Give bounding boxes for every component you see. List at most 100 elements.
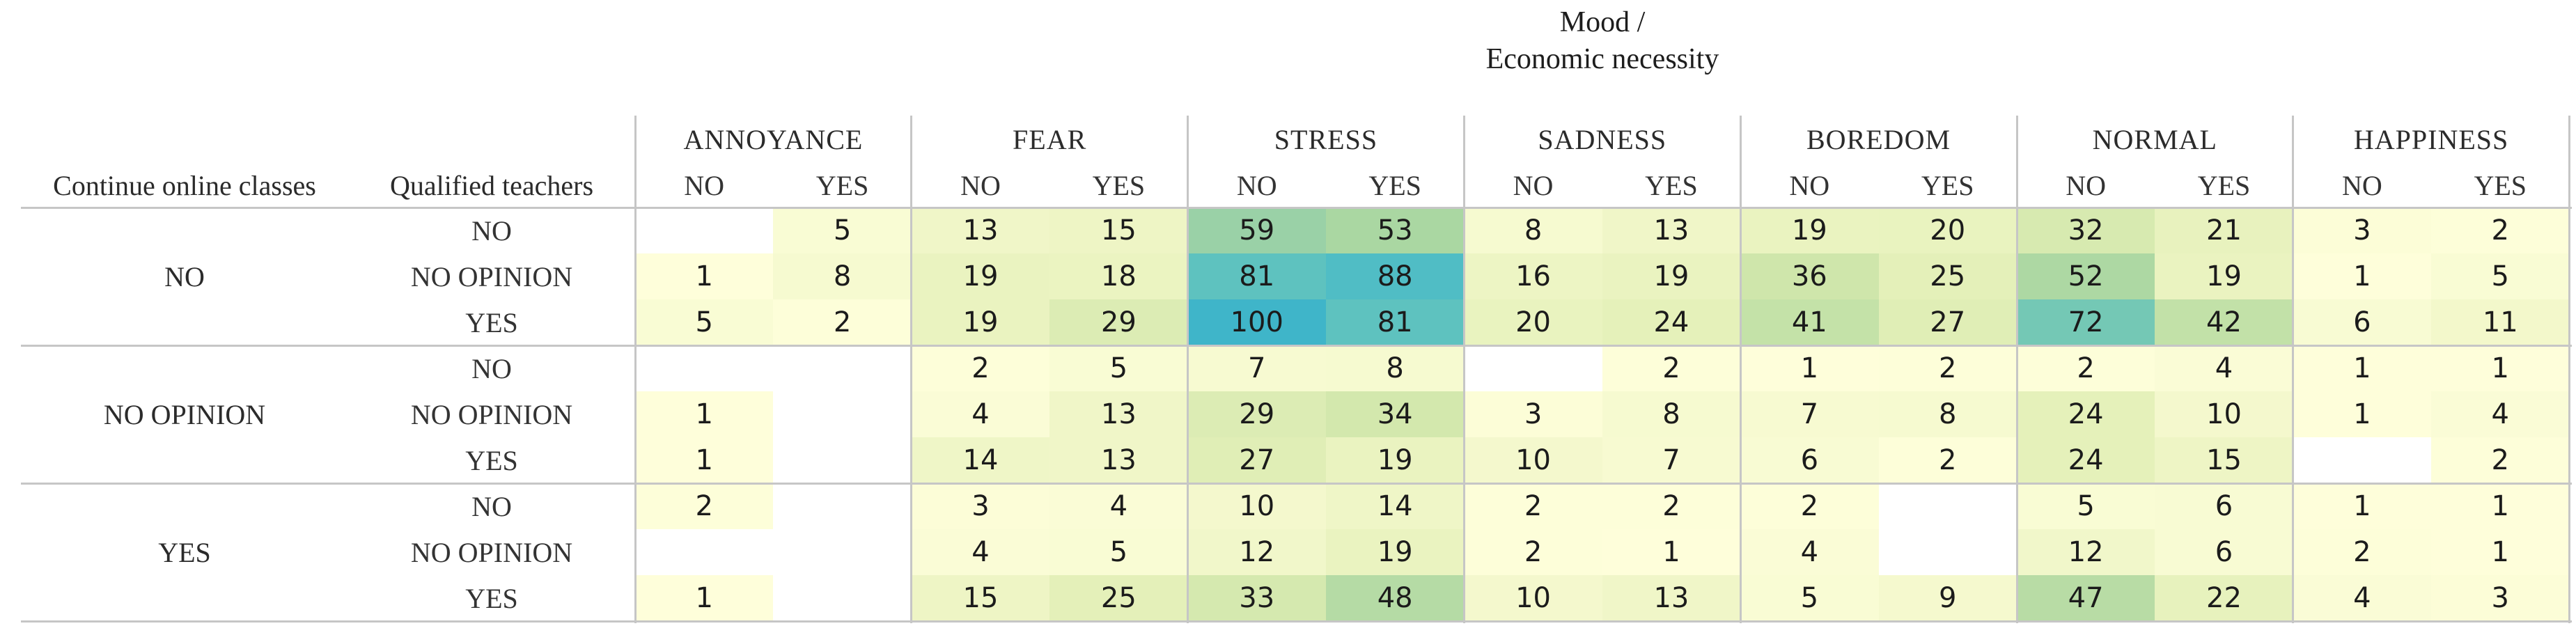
heatmap-cell: 1 xyxy=(2431,529,2570,575)
heatmap-cell: 1 xyxy=(635,391,774,437)
heatmap-cell xyxy=(773,529,912,575)
heatmap-cell: 15 xyxy=(911,575,1050,621)
heatmap-cell: 5 xyxy=(2431,253,2570,299)
grid-line-horizontal xyxy=(21,482,2572,485)
heatmap-cell: 8 xyxy=(1464,208,1602,253)
heatmap-cell: 8 xyxy=(773,253,912,299)
heatmap-cell: 52 xyxy=(2016,253,2155,299)
heatmap-cell: 33 xyxy=(1187,575,1326,621)
heatmap-cell: 7 xyxy=(1740,391,1879,437)
heatmap-cell: 14 xyxy=(1325,483,1465,529)
heatmap-cell: 72 xyxy=(2016,299,2155,345)
heatmap-cell: 1 xyxy=(635,437,774,483)
heatmap-cell: 13 xyxy=(1602,575,1741,621)
qualified-teachers-value: YES xyxy=(465,444,518,476)
grid-line-vertical xyxy=(910,116,913,623)
qualified-teachers-value: NO OPINION xyxy=(410,536,573,568)
heatmap-cell: 13 xyxy=(1602,208,1741,253)
heatmap-cell xyxy=(2293,437,2432,483)
heatmap-cell: 19 xyxy=(1602,253,1741,299)
heatmap-cell: 1 xyxy=(635,575,774,621)
heatmap-cell: 48 xyxy=(1325,575,1465,621)
heatmap-cell: 32 xyxy=(2016,208,2155,253)
heatmap-cell: 81 xyxy=(1325,299,1465,345)
heatmap-cell: 10 xyxy=(2155,391,2293,437)
continue-online-classes-value: NO xyxy=(164,260,205,292)
heatmap-grid: NO NO 5 13 15 59 53 8 13 19 20 32 21 3 2 NO OPINION 1 8 19… xyxy=(21,208,2570,621)
heatmap-cell: 15 xyxy=(1049,208,1188,253)
heatmap-cell: 53 xyxy=(1325,208,1465,253)
heatmap-cell: 41 xyxy=(1740,299,1879,345)
heatmap-cell: 2 xyxy=(773,299,912,345)
heatmap-cell: 3 xyxy=(2293,208,2432,253)
heatmap-cell: 29 xyxy=(1049,299,1188,345)
heatmap-cell: 25 xyxy=(1049,575,1188,621)
heatmap-cell: 5 xyxy=(1740,575,1879,621)
heatmap-cell: 24 xyxy=(2016,437,2155,483)
heatmap-cell: 12 xyxy=(2016,529,2155,575)
heatmap-cell: 11 xyxy=(2431,299,2570,345)
column-subheader-no: NO xyxy=(2341,169,2382,201)
heatmap-cell: 1 xyxy=(2293,391,2432,437)
heatmap-cell: 10 xyxy=(1464,575,1602,621)
heatmap-cell: 2 xyxy=(635,483,774,529)
qualified-teachers-value: YES xyxy=(465,582,518,614)
heatmap-cell xyxy=(635,208,774,253)
grid-line-vertical xyxy=(2292,116,2295,623)
qualified-teachers-value: NO xyxy=(471,352,512,384)
heatmap-cell: 2 xyxy=(2016,345,2155,391)
column-subheader-yes: YES xyxy=(2474,169,2527,201)
heatmap-cell: 2 xyxy=(911,345,1050,391)
column-subheader-no: NO xyxy=(2066,169,2106,201)
heatmap-cell: 4 xyxy=(911,529,1050,575)
column-subheader-no: NO xyxy=(1236,169,1277,201)
chart-title-line2: Economic necessity xyxy=(1485,43,1719,75)
heatmap-cell: 2 xyxy=(1740,483,1879,529)
column-group-header-annoyance: ANNOYANCE xyxy=(683,123,864,155)
column-subheader-yes: YES xyxy=(2197,169,2251,201)
heatmap-cell: 14 xyxy=(911,437,1050,483)
heatmap-cell: 5 xyxy=(1049,529,1188,575)
column-subheader-yes: YES xyxy=(1645,169,1698,201)
heatmap-cell: 9 xyxy=(1878,575,2017,621)
heatmap-table: Continue online classes Qualified teache… xyxy=(21,116,2572,623)
heatmap-cell: 4 xyxy=(2155,345,2293,391)
qualified-teachers-value: NO xyxy=(471,214,512,246)
heatmap-cell: 4 xyxy=(1740,529,1879,575)
heatmap-cell: 36 xyxy=(1740,253,1879,299)
heatmap-cell: 6 xyxy=(2155,529,2293,575)
heatmap-cell: 3 xyxy=(1464,391,1602,437)
heatmap-cell: 10 xyxy=(1187,483,1326,529)
column-group-header-fear: FEAR xyxy=(1013,123,1087,155)
heatmap-cell: 13 xyxy=(1049,437,1188,483)
heatmap-cell: 19 xyxy=(1325,529,1465,575)
heatmap-cell: 5 xyxy=(1049,345,1188,391)
column-subheader-no: NO xyxy=(1789,169,1830,201)
heatmap-cell: 3 xyxy=(911,483,1050,529)
heatmap-cell: 81 xyxy=(1187,253,1326,299)
heatmap-cell xyxy=(1878,529,2017,575)
column-group-header-stress: STRESS xyxy=(1274,123,1378,155)
column-group-header-normal: NORMAL xyxy=(2092,123,2217,155)
heatmap-cell: 1 xyxy=(2431,345,2570,391)
heatmap-cell: 19 xyxy=(911,299,1050,345)
heatmap-cell xyxy=(635,345,774,391)
heatmap-cell: 15 xyxy=(2155,437,2293,483)
heatmap-cell xyxy=(1878,483,2017,529)
heatmap-cell: 29 xyxy=(1187,391,1326,437)
heatmap-cell: 2 xyxy=(2431,437,2570,483)
heatmap-cell: 21 xyxy=(2155,208,2293,253)
heatmap-cell: 7 xyxy=(1602,437,1741,483)
heatmap-cell: 4 xyxy=(2293,575,2432,621)
grid-line-vertical xyxy=(1187,116,1189,623)
column-group-header-happiness: HAPPINESS xyxy=(2353,123,2509,155)
heatmap-cell: 4 xyxy=(1049,483,1188,529)
heatmap-cell: 1 xyxy=(1602,529,1741,575)
heatmap-cell: 8 xyxy=(1878,391,2017,437)
heatmap-cell: 5 xyxy=(635,299,774,345)
heatmap-cell xyxy=(635,529,774,575)
heatmap-cell: 20 xyxy=(1878,208,2017,253)
heatmap-cell: 10 xyxy=(1464,437,1602,483)
heatmap-cell: 2 xyxy=(1464,529,1602,575)
qualified-teachers-value: YES xyxy=(465,306,518,338)
